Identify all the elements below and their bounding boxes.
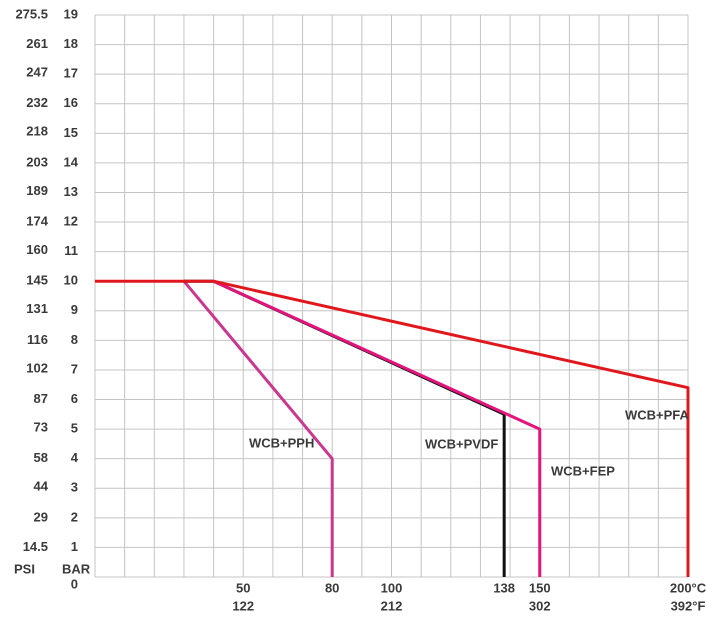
y2-tick-label: 275.5 <box>15 6 48 21</box>
y-tick-label: 1 <box>71 539 78 554</box>
series-line <box>212 279 542 577</box>
y2-tick-label: 261 <box>26 36 48 51</box>
x2-tick-label: 302 <box>529 598 551 613</box>
y2-tick-label: 58 <box>34 450 48 465</box>
y2-tick-label: 87 <box>34 391 48 406</box>
series-line <box>95 279 690 577</box>
y-axis-label: BAR <box>62 561 91 576</box>
x-tick-label: 138 <box>493 580 515 595</box>
y-tick-label: 7 <box>71 361 78 376</box>
y2-tick-label: 189 <box>26 183 48 198</box>
y-tick-label: 3 <box>71 480 78 495</box>
y-tick-label: 10 <box>64 273 78 288</box>
x2-tick-label: 122 <box>232 598 254 613</box>
x-tick-label: 50 <box>236 580 250 595</box>
y-tick-label: 9 <box>71 302 78 317</box>
series-label: WCB+PPH <box>249 435 314 450</box>
y-tick-label: 18 <box>64 36 78 51</box>
y-tick-label: 2 <box>71 509 78 524</box>
y-tick-label: 14 <box>64 154 79 169</box>
y2-tick-label: 14.5 <box>23 539 48 554</box>
x2-tick-label: 392°F <box>671 598 706 613</box>
series-label: WCB+PFA <box>625 407 690 422</box>
x2-tick-label: 212 <box>381 598 403 613</box>
series-label: WCB+FEP <box>551 463 615 478</box>
y-tick-label: 19 <box>64 6 78 21</box>
x-tick-label: 100 <box>381 580 403 595</box>
y-tick-label: 15 <box>64 125 78 140</box>
y-tick-label: 17 <box>64 66 78 81</box>
x-tick-label: 150 <box>529 580 551 595</box>
series-label: WCB+PVDF <box>425 436 498 451</box>
y2-tick-label: 131 <box>26 301 48 316</box>
x-tick-label: 80 <box>325 580 339 595</box>
y2-tick-label: 203 <box>26 154 48 169</box>
y2-tick-label: 145 <box>26 273 48 288</box>
y2-tick-label: 174 <box>26 213 48 228</box>
y2-tick-label: 44 <box>34 479 49 494</box>
x-tick-label: 200°C <box>670 580 707 595</box>
y-tick-label: 13 <box>64 184 78 199</box>
y-tick-label: 0 <box>71 576 78 591</box>
series-line <box>182 280 334 577</box>
y2-tick-label: 247 <box>26 65 48 80</box>
y-tick-label: 5 <box>71 421 78 436</box>
y2-tick-label: 116 <box>27 332 48 347</box>
y-tick-label: 16 <box>64 95 78 110</box>
y2-tick-label: 218 <box>26 124 48 139</box>
y-tick-label: 4 <box>71 450 79 465</box>
y2-axis-label: PSI <box>14 561 35 576</box>
y2-tick-label: 29 <box>34 509 48 524</box>
y2-tick-label: 102 <box>26 360 48 375</box>
y2-tick-label: 73 <box>34 420 48 435</box>
y-tick-label: 11 <box>64 243 78 258</box>
y-tick-label: 12 <box>64 213 78 228</box>
y-tick-label: 8 <box>71 332 78 347</box>
y2-tick-label: 160 <box>26 242 48 257</box>
y-tick-label: 6 <box>71 391 78 406</box>
y2-tick-label: 232 <box>26 95 48 110</box>
